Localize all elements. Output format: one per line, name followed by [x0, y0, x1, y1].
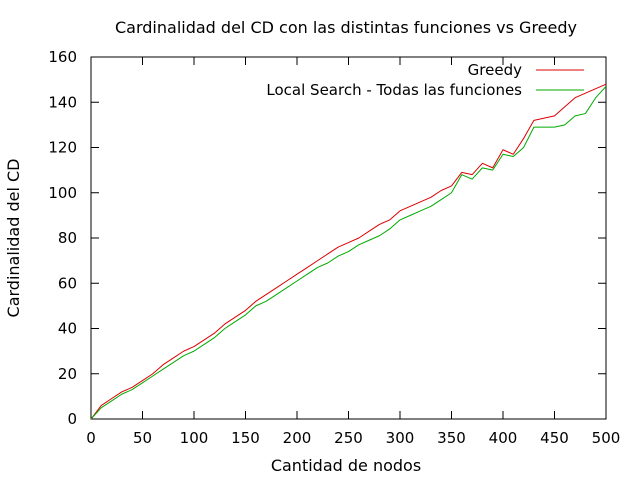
- legend-label: Greedy: [468, 61, 522, 79]
- legend-label: Local Search - Todas las funciones: [266, 81, 522, 99]
- x-tick-label: 400: [489, 429, 518, 447]
- y-tick-label: 80: [58, 229, 77, 247]
- greedy-series-line: [90, 83, 607, 420]
- x-axis-label: Cantidad de nodos: [271, 456, 421, 475]
- x-axis-ticks: 0 50 100 150 200 250 300 350 400 450 500: [86, 57, 620, 447]
- legend: Greedy Local Search - Todas las funciones: [266, 61, 584, 99]
- y-tick-label: 40: [58, 320, 77, 338]
- x-tick-label: 0: [86, 429, 96, 447]
- chart-title: Cardinalidad del CD con las distintas fu…: [115, 18, 577, 37]
- x-tick-label: 150: [231, 429, 260, 447]
- local-search-series-line: [90, 86, 607, 420]
- x-tick-label: 50: [133, 429, 152, 447]
- y-axis-ticks: 0 20 40 60 80 100 120 140 160: [48, 48, 606, 428]
- x-tick-label: 500: [592, 429, 621, 447]
- x-tick-label: 300: [386, 429, 415, 447]
- x-tick-label: 100: [180, 429, 209, 447]
- x-tick-label: 250: [334, 429, 363, 447]
- x-tick-label: 450: [540, 429, 569, 447]
- y-tick-label: 160: [48, 48, 77, 66]
- y-tick-label: 120: [48, 139, 77, 157]
- x-tick-label: 350: [437, 429, 466, 447]
- y-axis-label: Cardinalidad del CD: [4, 159, 23, 318]
- x-tick-label: 200: [283, 429, 312, 447]
- y-tick-label: 140: [48, 93, 77, 111]
- y-tick-label: 20: [58, 365, 77, 383]
- y-tick-label: 100: [48, 184, 77, 202]
- series-layer: [90, 83, 607, 420]
- y-tick-label: 60: [58, 274, 77, 292]
- y-tick-label: 0: [67, 410, 77, 428]
